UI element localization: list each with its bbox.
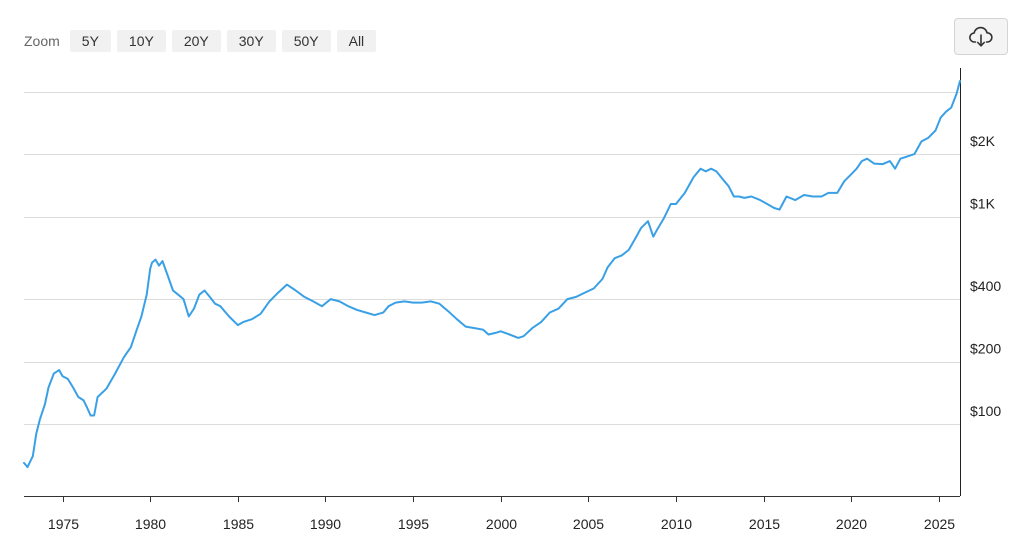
x-tick-label: 1995 <box>398 516 429 532</box>
zoom-20y-button[interactable]: 20Y <box>171 30 221 52</box>
y-gridlines <box>24 92 960 425</box>
zoom-5y-button[interactable]: 5Y <box>69 30 111 52</box>
x-tick-label: 2000 <box>486 516 517 532</box>
x-tick-label: 2020 <box>836 516 867 532</box>
x-tick-label: 2010 <box>661 516 692 532</box>
y-tick-label: $2K <box>970 133 996 149</box>
x-tick-label: 2025 <box>924 516 955 532</box>
price-line[interactable] <box>23 80 961 469</box>
zoom-all-button[interactable]: All <box>336 30 377 52</box>
x-tick-label: 1985 <box>223 516 254 532</box>
zoom-label: Zoom <box>24 33 60 49</box>
y-tick-label: $200 <box>970 341 1001 357</box>
x-tick-label: 2005 <box>573 516 604 532</box>
y-tick-label: $400 <box>970 278 1001 294</box>
x-axis-ticks: 1975 1980 1985 1990 1995 2000 2005 2010 2015 2020… <box>48 496 955 532</box>
y-tick-label: $100 <box>970 403 1001 419</box>
x-tick-label: 1990 <box>310 516 341 532</box>
download-button[interactable] <box>954 18 1008 55</box>
cloud-download-icon <box>969 26 993 47</box>
x-tick-label: 1975 <box>48 516 79 532</box>
zoom-30y-button[interactable]: 30Y <box>226 30 276 52</box>
zoom-50y-button[interactable]: 50Y <box>281 30 331 52</box>
y-axis-ticks: $100 $200 $400 $1K $2K <box>970 133 1001 419</box>
y-tick-label: $1K <box>970 196 996 212</box>
x-tick-label: 1980 <box>135 516 166 532</box>
zoom-bar: Zoom 5Y 10Y 20Y 30Y 50Y All <box>24 30 377 52</box>
zoom-10y-button[interactable]: 10Y <box>116 30 166 52</box>
x-tick-label: 2015 <box>749 516 780 532</box>
